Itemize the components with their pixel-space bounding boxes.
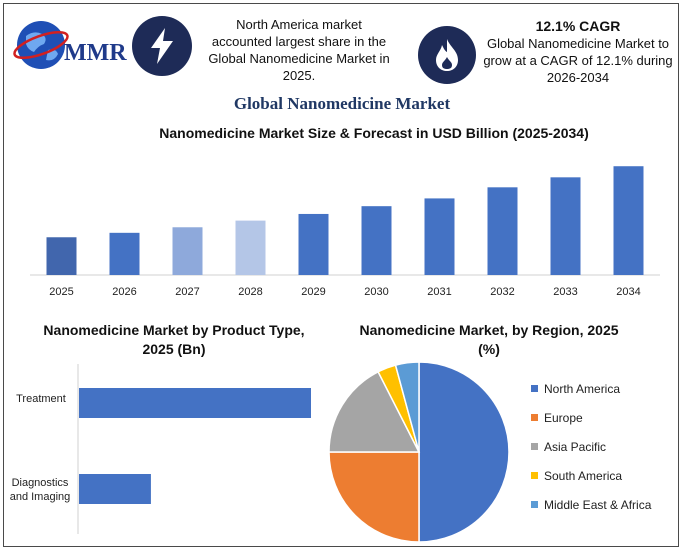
fact1-text: North America market accounted largest s…: [194, 16, 404, 84]
legend-item-north-america: North America: [531, 374, 676, 403]
product-type-title-line: 2025 (Bn): [142, 341, 206, 357]
x-tick-label: 2032: [490, 286, 514, 298]
bar: [172, 227, 203, 275]
bar: [235, 220, 266, 275]
x-tick-label: 2033: [553, 286, 577, 298]
legend-swatch: [531, 414, 538, 421]
fact1-line: North America market: [236, 17, 362, 32]
region-title-line: (%): [478, 341, 500, 357]
region-title-line: Nanomedicine Market, by Region, 2025: [359, 322, 619, 338]
x-tick-label: 2030: [364, 286, 388, 298]
fact2-line: 2026-2034: [546, 70, 610, 85]
region-chart-title: Nanomedicine Market, by Region, 2025 (%): [334, 321, 644, 359]
legend-label: North America: [544, 381, 621, 396]
fact2-text: 12.1% CAGR Global Nanomedicine Market to…: [478, 18, 678, 86]
legend-item-middle-east-africa: Middle East & Africa: [531, 490, 676, 519]
category-label-line: Diagnostics: [11, 477, 69, 489]
legend-swatch: [531, 501, 538, 508]
bar: [79, 474, 151, 504]
legend-swatch: [531, 443, 538, 450]
pie-slice: [328, 370, 421, 453]
bar: [298, 213, 329, 275]
flame-icon: [436, 39, 458, 71]
fact2-title: 12.1% CAGR: [535, 18, 621, 34]
fact1-line: Global Nanomedicine Market in: [208, 51, 390, 66]
region-legend: North America Europe Asia Pacific South …: [531, 374, 676, 519]
bar: [361, 206, 392, 275]
legend-label: Middle East & Africa: [544, 497, 652, 512]
x-tick-label: 2031: [427, 286, 451, 298]
fact1-line: accounted largest share in the: [211, 34, 387, 49]
legend-label: Europe: [544, 410, 583, 425]
category-label-diagnostics: Diagnostics and Imaging: [4, 476, 76, 504]
category-label-treatment: Treatment: [6, 392, 76, 406]
x-tick-label: 2034: [616, 286, 640, 298]
legend-item-south-america: South America: [531, 461, 676, 490]
legend-item-europe: Europe: [531, 403, 676, 432]
legend-item-asia-pacific: Asia Pacific: [531, 432, 676, 461]
bar: [79, 388, 311, 418]
bar: [109, 232, 140, 275]
logo-text: MMR: [64, 40, 127, 66]
product-type-chart-title: Nanomedicine Market by Product Type, 202…: [24, 321, 324, 359]
x-tick-label: 2025: [49, 286, 73, 298]
product-type-title-line: Nanomedicine Market by Product Type,: [43, 322, 305, 338]
main-title: Global Nanomedicine Market: [233, 94, 451, 113]
forecast-bar-chart: 2025 2026 2027 2028 2029 2030 2031 2032 2033 2034: [30, 166, 660, 298]
bar: [46, 237, 77, 275]
pie-slice: [394, 361, 420, 453]
bar: [424, 198, 455, 275]
infographic-frame: MMR North America market accounted large…: [3, 3, 679, 547]
fact2-line: Global Nanomedicine Market to: [486, 36, 670, 51]
globe-icon: [13, 21, 69, 69]
x-tick-label: 2027: [175, 286, 199, 298]
legend-swatch: [531, 472, 538, 479]
forecast-chart-title: Nanomedicine Market Size & Forecast in U…: [159, 125, 589, 141]
category-label-line: Treatment: [16, 393, 66, 405]
product-type-bar-chart: [77, 364, 311, 534]
fact1-line: 2025.: [282, 68, 316, 83]
pie-slice: [328, 451, 420, 543]
bar: [550, 177, 581, 275]
x-tick-label: 2029: [301, 286, 325, 298]
bar: [613, 166, 644, 275]
fact2-icon-circle: [418, 26, 476, 84]
category-label-line: and Imaging: [9, 491, 71, 503]
legend-label: Asia Pacific: [544, 439, 607, 454]
region-pie-chart: [328, 361, 510, 543]
fact2-line: grow at a CAGR of 12.1% during: [483, 53, 673, 68]
lightning-bolt-icon: [151, 28, 173, 64]
legend-swatch: [531, 385, 538, 392]
mmr-logo: MMR: [12, 16, 132, 74]
bar: [487, 187, 518, 275]
x-tick-label: 2028: [238, 286, 262, 298]
pie-slice: [418, 361, 510, 543]
fact1-icon-circle: [132, 16, 192, 76]
x-tick-label: 2026: [112, 286, 136, 298]
legend-label: South America: [544, 468, 623, 483]
